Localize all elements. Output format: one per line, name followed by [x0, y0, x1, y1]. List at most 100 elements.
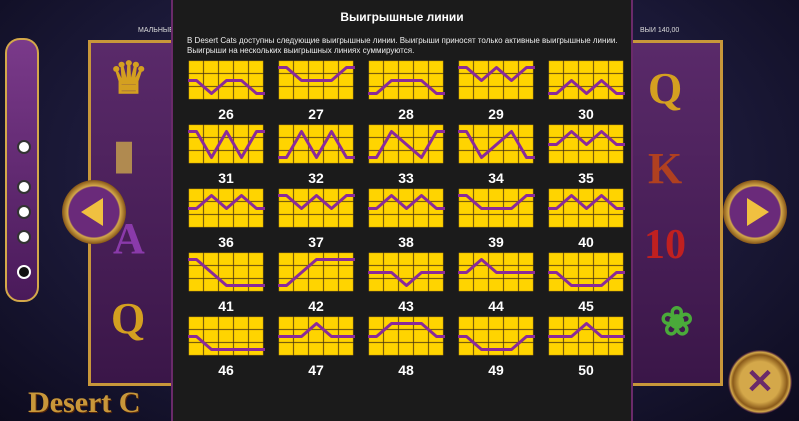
- payline-33: 33: [368, 124, 445, 186]
- reel-position: [593, 214, 609, 228]
- reel-position: [338, 265, 354, 279]
- reel-position: [308, 214, 324, 228]
- reel-position: [518, 278, 534, 292]
- reel-position: [218, 252, 234, 266]
- level-dot[interactable]: [17, 230, 31, 244]
- reel-position: [398, 188, 414, 202]
- reel-position: [293, 342, 309, 356]
- reel-position: [548, 188, 564, 202]
- payline-number: 47: [308, 362, 324, 378]
- tablet-icon: ▮: [113, 132, 136, 177]
- reel-position: [413, 278, 429, 292]
- reel-position: [593, 342, 609, 356]
- reel-position: [383, 86, 399, 100]
- payline-number: 28: [398, 106, 414, 122]
- reel-position: [518, 252, 534, 266]
- reel-position: [578, 60, 594, 74]
- reel-position: [398, 86, 414, 100]
- reel-position: [188, 278, 204, 292]
- reel-position: [203, 60, 219, 74]
- payline-number: 27: [308, 106, 324, 122]
- payline-path: [368, 130, 445, 159]
- reel-position: [308, 201, 324, 215]
- reel-position: [218, 60, 234, 74]
- reel-position: [608, 60, 624, 74]
- reel-position: [188, 342, 204, 356]
- payline-path: [548, 79, 625, 95]
- symbol-q-right: Q: [648, 64, 683, 113]
- reel-position: [503, 86, 519, 100]
- reel-position: [398, 214, 414, 228]
- reel-position: [398, 329, 414, 343]
- reel-position: [308, 86, 324, 100]
- reel-position: [218, 329, 234, 343]
- description-line-2: Выигрыши на нескольких выигрышных линиях…: [187, 46, 415, 55]
- close-button[interactable]: ✕: [728, 350, 792, 414]
- lotus-icon: ❀: [660, 299, 694, 344]
- reel-position: [278, 265, 294, 279]
- reel-position: [323, 86, 339, 100]
- reel-position: [248, 188, 264, 202]
- payline-number: 31: [218, 170, 234, 186]
- reel-position: [248, 150, 264, 164]
- payline-path: [188, 335, 265, 351]
- payline-path: [368, 322, 445, 338]
- payline-44: 44: [458, 252, 535, 314]
- reel-position: [248, 329, 264, 343]
- reel-position: [608, 214, 624, 228]
- reel-position: [458, 201, 474, 215]
- marquee-left: МАЛЬНЫЕ ВЫ: [138, 27, 187, 34]
- reel-position: [203, 214, 219, 228]
- reel-position: [428, 252, 444, 266]
- reel-position: [473, 278, 489, 292]
- reel-position: [578, 73, 594, 87]
- reel-position: [323, 278, 339, 292]
- reel-position: [608, 278, 624, 292]
- reel-position: [428, 150, 444, 164]
- payline-path: [458, 194, 535, 210]
- chevron-left-icon: [81, 198, 103, 226]
- reel-position: [488, 252, 504, 266]
- reel-position: [368, 60, 384, 74]
- game-logo: Desert C: [28, 386, 141, 419]
- payline-path: [548, 322, 625, 338]
- reel-position: [548, 214, 564, 228]
- reel-position: [458, 278, 474, 292]
- level-dot[interactable]: [17, 180, 31, 194]
- reel-position: [593, 60, 609, 74]
- reel-position: [368, 73, 384, 87]
- payline-number: 29: [488, 106, 504, 122]
- payline-number: 43: [398, 298, 414, 314]
- reel-position: [218, 214, 234, 228]
- level-dot[interactable]: [17, 140, 31, 154]
- reel-position: [278, 252, 294, 266]
- payline-path: [458, 130, 535, 159]
- payline-path: [458, 258, 535, 274]
- prev-page-button[interactable]: [62, 180, 126, 244]
- next-page-button[interactable]: [723, 180, 787, 244]
- paylines-panel: Выигрышные линии В Desert Cats доступны …: [171, 0, 633, 421]
- reel-position: [218, 188, 234, 202]
- reel-position: [458, 252, 474, 266]
- reel-position: [548, 60, 564, 74]
- reel-position: [233, 265, 249, 279]
- payline-path: [278, 130, 355, 159]
- reel-position: [233, 329, 249, 343]
- payline-path: [368, 271, 445, 287]
- level-dot[interactable]: [17, 205, 31, 219]
- payline-diagram: [458, 316, 535, 356]
- reel-position: [608, 316, 624, 330]
- payline-diagram: [278, 188, 355, 228]
- payline-number: 38: [398, 234, 414, 250]
- reel-position: [218, 316, 234, 330]
- reel-position: [563, 137, 579, 151]
- reel-position: [563, 252, 579, 266]
- level-dot-active[interactable]: [17, 265, 31, 279]
- reel-position: [503, 329, 519, 343]
- payline-31: 31: [188, 124, 265, 186]
- reel-position: [203, 278, 219, 292]
- reel-position: [488, 124, 504, 138]
- reel-position: [518, 214, 534, 228]
- reel-position: [218, 265, 234, 279]
- reel-position: [473, 265, 489, 279]
